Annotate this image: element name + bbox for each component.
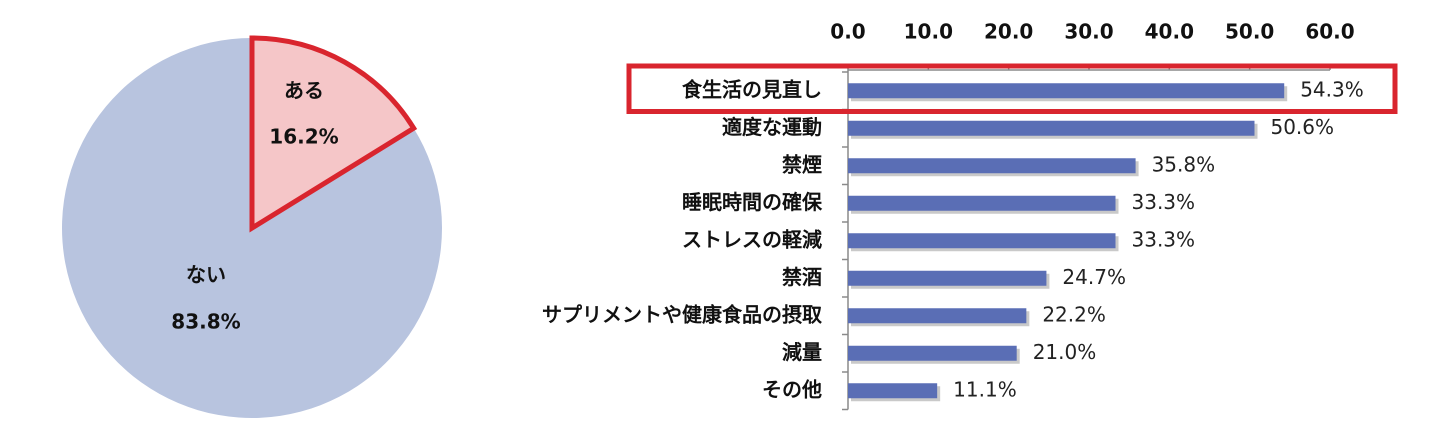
bar [848, 383, 938, 399]
category-label: 睡眠時間の確保 [682, 190, 823, 214]
highlight-box [626, 63, 1398, 114]
category-label: 食生活の見直し [682, 77, 822, 101]
bar-value-label: 33.3% [1132, 190, 1196, 214]
pie-slice-label: ない [186, 263, 226, 287]
category-label: その他 [762, 377, 822, 401]
x-tick-label: 50.0 [1225, 20, 1274, 44]
x-tick-label: 40.0 [1145, 20, 1194, 44]
pie-slice-value-label: 83.8% [171, 310, 240, 334]
pie-slice-label: ある [284, 79, 324, 103]
bar [848, 270, 1047, 286]
category-label: 禁酒 [782, 265, 822, 289]
bar-value-label: 54.3% [1300, 77, 1364, 101]
category-label: 禁煙 [782, 152, 822, 176]
pie-slice-value-label: 16.2% [269, 125, 338, 149]
bar [848, 195, 1116, 211]
x-tick-label: 60.0 [1305, 20, 1354, 44]
bar [848, 120, 1255, 136]
pie-chart: ある 16.2% ない 83.8% [62, 35, 443, 418]
bar [848, 233, 1116, 249]
pie-slice-aru [249, 35, 418, 233]
bar [848, 308, 1027, 324]
category-label: 適度な運動 [722, 115, 822, 139]
category-label: サプリメントや健康食品の摂取 [542, 302, 822, 326]
bar [848, 345, 1017, 361]
bar-chart: 0.0 10.0 20.0 30.0 40.0 50.0 60.0 54.3% 食生活の見直し 5… [542, 20, 1398, 411]
bar [848, 83, 1285, 99]
category-label: 減量 [782, 340, 822, 364]
bar-value-label: 50.6% [1270, 115, 1334, 139]
x-tick-label: 10.0 [904, 20, 953, 44]
bar-value-label: 33.3% [1132, 227, 1196, 251]
bar [848, 158, 1136, 174]
x-tick-label: 0.0 [830, 20, 865, 44]
x-tick-label: 30.0 [1064, 20, 1113, 44]
x-tick-label: 20.0 [984, 20, 1033, 44]
bar-value-label: 22.2% [1042, 302, 1106, 326]
bar-value-label: 11.1% [953, 377, 1017, 401]
bar-value-label: 21.0% [1033, 340, 1097, 364]
bar-value-label: 35.8% [1152, 152, 1216, 176]
bar-value-label: 24.7% [1062, 265, 1126, 289]
category-label: ストレスの軽減 [682, 227, 822, 251]
